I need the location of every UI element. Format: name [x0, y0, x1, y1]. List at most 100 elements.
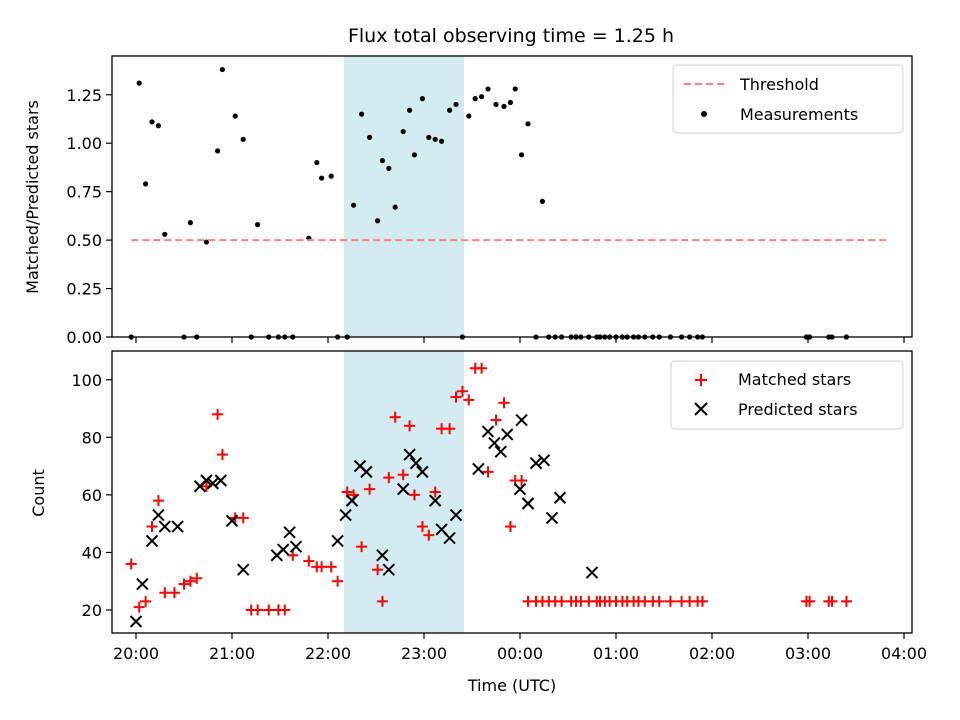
measurement-point — [507, 99, 513, 106]
matched-star-point — [332, 575, 344, 587]
matched-star-point — [408, 489, 420, 501]
measurement-point — [328, 173, 334, 179]
predicted-star-point — [382, 563, 396, 576]
measurement-point — [439, 138, 445, 144]
predicted-star-point — [443, 531, 456, 545]
matched-star-point — [653, 595, 665, 607]
predicted-star-point — [136, 577, 149, 591]
predicted-star-stroke — [360, 465, 373, 479]
predicted-star-point — [152, 508, 165, 522]
top-y-axis-label: Matched/Predicted stars — [23, 100, 42, 294]
predicted-star-point — [214, 474, 228, 487]
matched-star-point — [159, 587, 171, 599]
measurement-point — [367, 134, 373, 140]
predicted-star-stroke — [428, 494, 442, 507]
measurement-point — [386, 165, 392, 171]
matched-star-point — [325, 561, 337, 573]
bottom-y-axis-ticks: 20 40 60 80 100 — [71, 371, 112, 620]
predicted-star-stroke — [376, 549, 389, 562]
predicted-star-stroke — [545, 511, 559, 525]
legend-threshold-label: Threshold — [739, 75, 819, 94]
matched-star-point — [146, 521, 158, 533]
predicted-star-point — [403, 448, 416, 461]
predicted-star-point — [376, 549, 389, 562]
x-axis-label: Time (UTC) — [467, 676, 556, 695]
matched-star-point — [444, 423, 456, 435]
matched-star-point — [133, 601, 145, 613]
measurement-point — [319, 175, 325, 181]
predicted-star-stroke — [416, 465, 429, 479]
top-y-axis-ticks: 0.00 0.25 0.50 0.75 1.00 1.25 — [66, 86, 112, 347]
predicted-star-stroke — [443, 531, 456, 545]
predicted-star-stroke — [145, 534, 159, 548]
matched-star-point — [840, 595, 852, 607]
predicted-star-point — [472, 462, 485, 476]
predicted-star-stroke — [283, 526, 296, 539]
measurement-point — [379, 158, 385, 164]
y-tick-label: 0.00 — [66, 328, 102, 347]
measurement-point — [187, 220, 193, 226]
x-tick-label: 22:00 — [305, 644, 351, 663]
predicted-star-stroke — [396, 482, 410, 496]
predicted-star-stroke — [435, 523, 448, 536]
predicted-star-stroke — [481, 425, 495, 438]
predicted-star-stroke — [289, 540, 303, 553]
predicted-star-stroke — [488, 436, 501, 450]
measurement-point — [411, 152, 417, 158]
predicted-star-point — [129, 615, 143, 628]
predicted-star-point — [500, 428, 514, 441]
measurement-point — [407, 107, 413, 113]
predicted-star-point — [553, 491, 567, 504]
matched-star-point — [168, 587, 180, 599]
legend-measurements-label: Measurements — [740, 105, 858, 124]
measurement-point — [375, 218, 381, 224]
matched-star-point — [364, 483, 376, 495]
top-legend-box — [672, 64, 904, 134]
predicted-star-point — [339, 508, 352, 522]
predicted-star-point — [449, 508, 463, 522]
predicted-star-stroke — [345, 494, 359, 507]
measurement-point — [525, 121, 531, 127]
legend-matched-swatch — [695, 374, 707, 386]
matched-star-point — [664, 595, 676, 607]
predicted-star-stroke — [521, 497, 535, 510]
measurement-point — [501, 103, 507, 109]
legend-predicted-swatch — [694, 402, 708, 416]
top-plot-frame — [111, 55, 913, 338]
predicted-star-stroke — [403, 448, 416, 461]
predicted-star-point — [481, 425, 495, 438]
measurement-point — [143, 181, 149, 187]
measurement-point — [485, 86, 491, 92]
predicted-star-stroke — [500, 428, 514, 441]
measurement-point — [539, 198, 546, 204]
matched-star-point — [416, 521, 428, 533]
measurement-point — [392, 204, 398, 210]
matched-star-point — [826, 595, 838, 607]
measurement-point — [447, 107, 453, 113]
predicted-star-stroke — [339, 508, 352, 522]
predicted-star-point — [521, 497, 535, 510]
x-tick-label: 20:00 — [113, 644, 159, 663]
predicted-star-stroke — [214, 474, 228, 487]
measurement-point — [136, 80, 142, 86]
x-tick-label: 03:00 — [785, 644, 831, 663]
matched-star-point — [498, 397, 510, 409]
predicted-star-stroke — [276, 543, 290, 556]
predicted-star-stroke — [515, 413, 528, 427]
bottom-panel: 20 40 60 80 100 20:00 21:00 22:00 23:00 00:00 01:… — [29, 350, 927, 695]
matched-star-point — [490, 414, 502, 426]
predicted-star-point — [158, 520, 172, 533]
legend-matched-label: Matched stars — [738, 370, 851, 389]
predicted-star-stroke — [129, 615, 143, 628]
y-tick-label: 20 — [82, 601, 102, 620]
matched-star-point — [696, 595, 708, 607]
matched-star-point — [389, 411, 401, 423]
measurement-point — [215, 148, 221, 154]
y-tick-label: 60 — [82, 486, 102, 505]
measurement-point — [149, 119, 155, 125]
measurement-point — [351, 202, 357, 208]
predicted-star-point — [283, 526, 296, 539]
predicted-star-stroke — [353, 459, 367, 473]
predicted-star-stroke — [200, 474, 213, 487]
matched-star-point — [152, 495, 164, 507]
